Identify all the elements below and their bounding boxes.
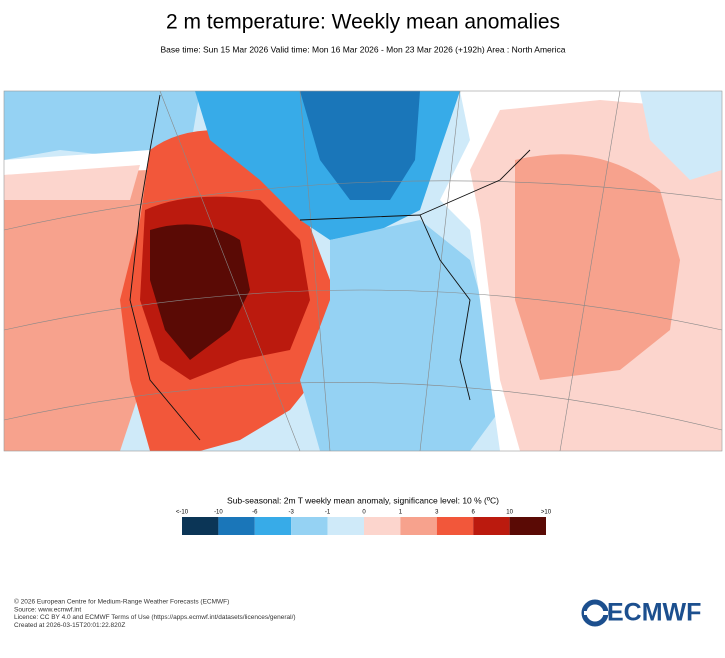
colorbar-label: -6: [252, 510, 258, 516]
colorbar: <-10 -10 -6 -3 -1 0 1 3 6 10 >10: [176, 510, 552, 535]
title: 2 m temperature: Weekly mean anomalies: [166, 11, 560, 34]
colorbar-title: Sub-seasonal: 2m T weekly mean anomaly, …: [227, 495, 499, 505]
logo-text: ECMWF: [607, 599, 701, 627]
colorbar-swatch: [327, 517, 364, 535]
colorbar-label: -10: [214, 510, 223, 516]
colorbar-label: >10: [541, 510, 552, 516]
colorbar-label: 0: [362, 510, 366, 516]
colorbar-label: -3: [289, 510, 295, 516]
footer-line: © 2026 European Centre for Medium-Range …: [14, 598, 229, 606]
colorbar-swatch: [509, 517, 546, 535]
colorbar-label: 10: [506, 510, 513, 516]
footer-line: Source: www.ecmwf.int: [14, 606, 81, 613]
footer: © 2026 European Centre for Medium-Range …: [14, 598, 296, 629]
colorbar-swatch: [364, 517, 401, 535]
colorbar-label: 1: [399, 510, 403, 516]
map: [3, 90, 723, 452]
colorbar-swatch: [218, 517, 255, 535]
colorbar-swatch: [182, 517, 219, 535]
colorbar-swatch: [400, 517, 437, 535]
colorbar-label: <-10: [176, 510, 189, 516]
colorbar-swatch: [291, 517, 328, 535]
subtitle: Base time: Sun 15 Mar 2026 Valid time: M…: [161, 44, 566, 54]
colorbar-swatch: [436, 517, 474, 535]
colorbar-label: 6: [472, 510, 476, 516]
colorbar-swatch: [473, 517, 510, 535]
colorbar-swatch: [254, 517, 292, 535]
footer-line: Licence: CC BY 4.0 and ECMWF Terms of Us…: [14, 614, 296, 621]
colorbar-label: -1: [325, 510, 331, 516]
logo: ECMWF: [581, 599, 701, 627]
colorbar-label: 3: [435, 510, 439, 516]
footer-line: Created at 2026-03-15T20:01:22.820Z: [14, 622, 125, 629]
